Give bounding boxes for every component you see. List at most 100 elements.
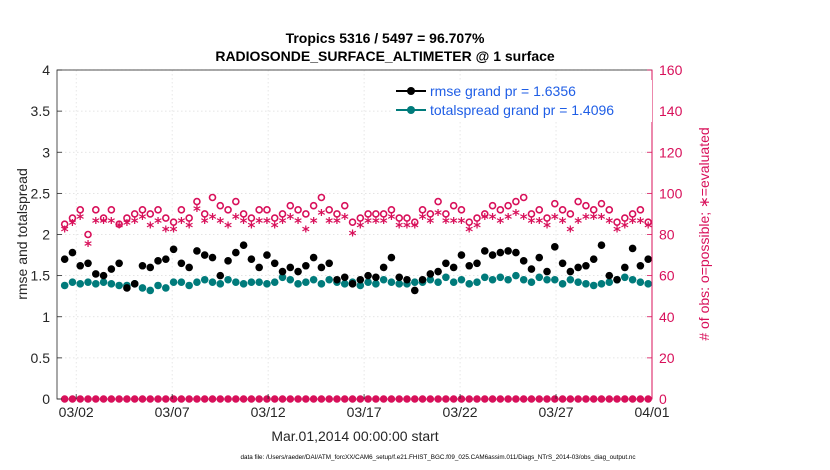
obs-zero-circle bbox=[434, 395, 442, 403]
obs-possible-point bbox=[597, 199, 606, 208]
obs-zero-circle bbox=[442, 395, 450, 403]
obs-zero-circle bbox=[309, 395, 318, 403]
obs-possible-point bbox=[644, 218, 652, 226]
obs-zero-star bbox=[559, 396, 566, 402]
spread-point bbox=[200, 275, 209, 284]
obs-possible-point bbox=[504, 201, 512, 210]
obs-evaluated-point: * bbox=[434, 206, 442, 224]
obs-zero-circle bbox=[449, 395, 458, 403]
rmse-point bbox=[317, 263, 326, 272]
y-right-tick-label: 60 bbox=[659, 268, 675, 284]
spread-point bbox=[519, 275, 528, 284]
y-right-tick-label: 100 bbox=[659, 185, 683, 201]
y-left-tick-label: 3.5 bbox=[31, 103, 51, 119]
spread-point bbox=[449, 278, 458, 287]
obs-zero-star bbox=[451, 396, 457, 402]
obs-evaluated-point: * bbox=[123, 216, 131, 234]
rmse-point bbox=[621, 263, 629, 272]
data-layer: * * *** * * * * * * * * * * * *** * * * * * * * * * * * * * * * * * ** * *… bbox=[60, 193, 652, 403]
rmse-point bbox=[154, 257, 162, 265]
rmse-point bbox=[325, 259, 333, 268]
obs-evaluated-point: * bbox=[364, 214, 372, 232]
obs-possible-point bbox=[426, 210, 435, 218]
rmse-point bbox=[60, 255, 69, 263]
spread-point bbox=[558, 280, 567, 288]
obs-possible-point bbox=[193, 197, 201, 206]
y-right-tick-label: 0 bbox=[659, 391, 667, 407]
obs-possible-point bbox=[263, 206, 271, 214]
rmse-point bbox=[512, 248, 520, 257]
rmse-point bbox=[107, 265, 116, 273]
obs-zero-circle bbox=[512, 395, 520, 403]
obs-zero-star bbox=[85, 396, 91, 402]
spread-point bbox=[302, 278, 310, 287]
obs-zero-circle bbox=[387, 395, 396, 403]
rmse-point bbox=[496, 248, 505, 257]
obs-zero-circle bbox=[340, 395, 349, 403]
obs-zero-circle bbox=[372, 395, 380, 403]
obs-possible-point bbox=[480, 210, 489, 218]
rmse-point bbox=[628, 244, 637, 253]
obs-zero-star bbox=[404, 396, 410, 402]
spread-point bbox=[169, 278, 178, 287]
rmse-point bbox=[270, 259, 279, 268]
rmse-point bbox=[68, 248, 77, 257]
spread-point bbox=[177, 278, 186, 287]
obs-zero-star bbox=[342, 396, 348, 402]
obs-zero-star bbox=[233, 396, 239, 402]
obs-evaluated-point: * bbox=[481, 210, 489, 228]
x-tick-label: 03/02 bbox=[59, 404, 94, 420]
spread-point bbox=[68, 278, 77, 287]
y-left-tick-label: 2.5 bbox=[31, 185, 51, 201]
rmse-point bbox=[449, 263, 458, 272]
rmse-point bbox=[130, 280, 139, 288]
obs-zero-circle bbox=[146, 395, 155, 403]
obs-zero-star bbox=[202, 396, 208, 402]
obs-evaluated-point: * bbox=[92, 214, 100, 232]
obs-zero-circle bbox=[154, 395, 162, 403]
obs-zero-circle bbox=[582, 395, 590, 403]
spread-point bbox=[99, 278, 108, 287]
obs-zero-star bbox=[225, 396, 231, 402]
obs-possible-point bbox=[208, 193, 217, 202]
obs-possible-point bbox=[535, 206, 544, 214]
obs-evaluated-point: * bbox=[201, 214, 209, 232]
rmse-point bbox=[504, 247, 512, 255]
legend-rmse-label: rmse grand pr = 1.6356 bbox=[430, 83, 576, 99]
obs-zero-star bbox=[194, 396, 200, 402]
obs-zero-circle bbox=[115, 395, 123, 403]
obs-possible-point bbox=[200, 210, 209, 218]
obs-possible-point bbox=[364, 210, 372, 218]
spread-point bbox=[278, 273, 287, 282]
obs-possible-point bbox=[558, 206, 567, 214]
obs-zero-star bbox=[528, 396, 535, 402]
obs-zero-star bbox=[178, 396, 184, 402]
obs-zero-circle bbox=[278, 395, 287, 403]
obs-zero-star bbox=[264, 396, 270, 402]
y-right-tick-label: 120 bbox=[659, 144, 683, 160]
spread-point bbox=[395, 280, 404, 288]
x-axis-label: Mar.01,2014 00:00:00 start bbox=[271, 428, 438, 444]
rmse-point bbox=[84, 259, 92, 268]
obs-zero-circle bbox=[325, 395, 333, 403]
obs-zero-circle bbox=[169, 395, 178, 403]
obs-zero-circle bbox=[177, 395, 186, 403]
obs-possible-point bbox=[84, 230, 92, 239]
obs-zero-circle bbox=[605, 395, 614, 403]
obs-zero-star bbox=[435, 396, 441, 402]
obs-zero-star bbox=[241, 396, 247, 402]
spread-point bbox=[434, 278, 442, 287]
obs-possible-point bbox=[582, 201, 590, 210]
rmse-point bbox=[480, 247, 489, 255]
obs-evaluated-point: * bbox=[193, 202, 201, 220]
obs-possible-point bbox=[348, 218, 357, 226]
obs-evaluated-point: * bbox=[574, 214, 582, 232]
obs-possible-point bbox=[340, 201, 349, 210]
obs-possible-point bbox=[589, 206, 598, 214]
obs-possible-point bbox=[628, 210, 637, 218]
obs-evaluated-point: * bbox=[286, 210, 294, 228]
obs-zero-circle bbox=[76, 395, 85, 403]
obs-possible-point bbox=[333, 210, 341, 218]
rmse-point bbox=[200, 251, 209, 259]
spread-point bbox=[115, 281, 123, 290]
